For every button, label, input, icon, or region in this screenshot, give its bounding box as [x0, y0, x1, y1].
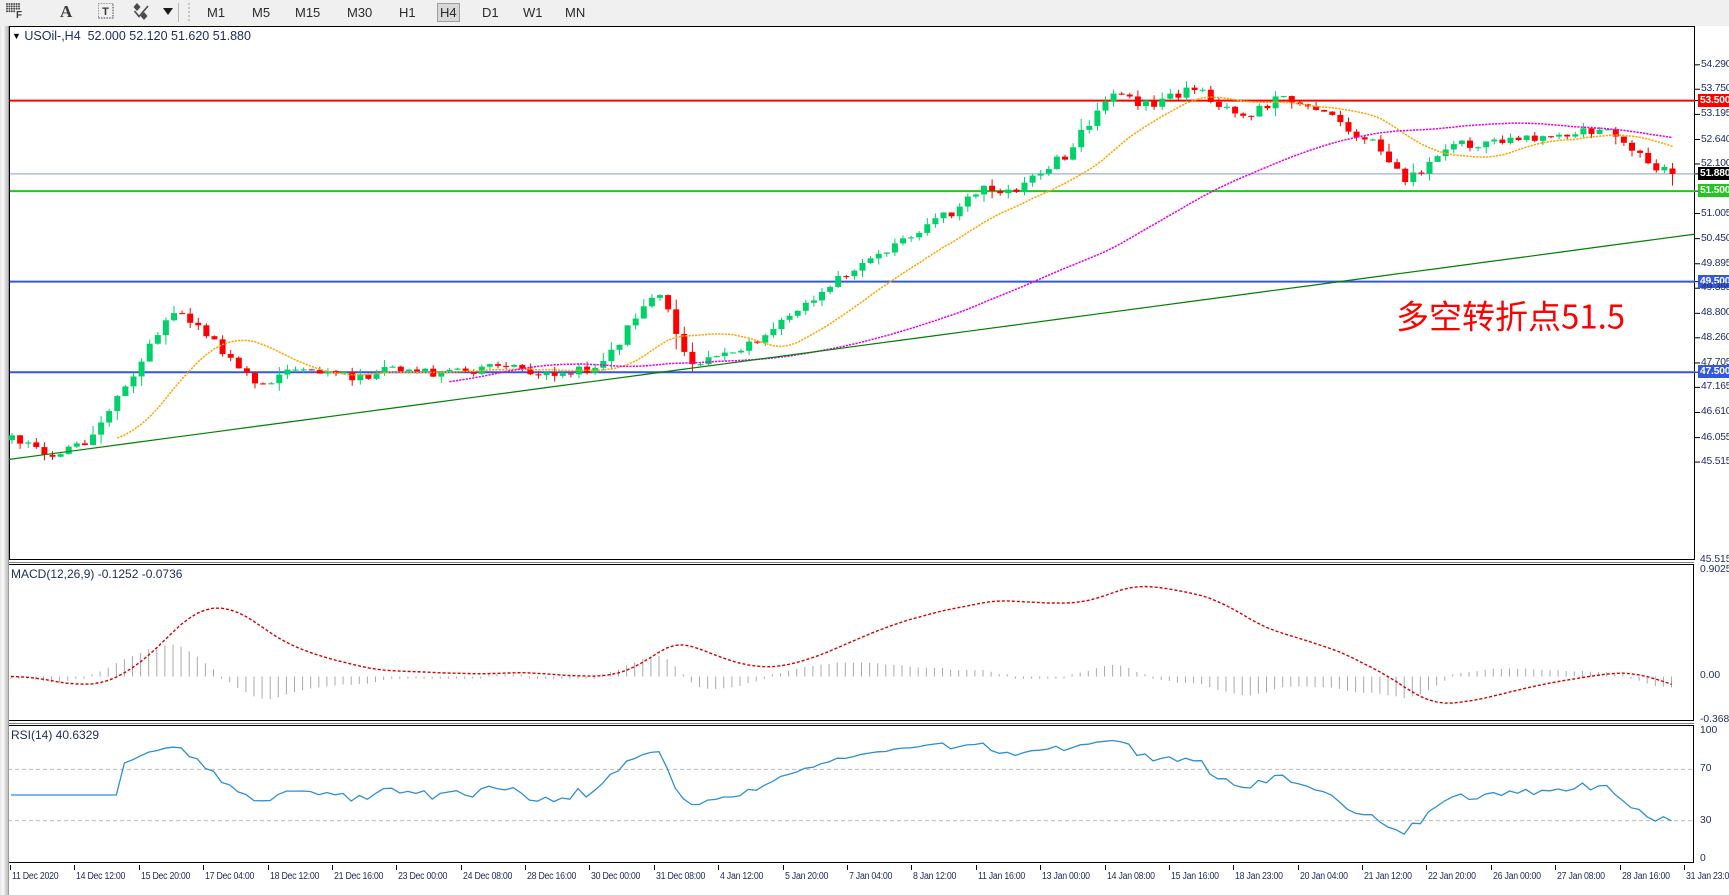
svg-text:多空转折点51.5: 多空转折点51.5	[1396, 290, 1625, 338]
svg-text:T: T	[102, 6, 109, 18]
